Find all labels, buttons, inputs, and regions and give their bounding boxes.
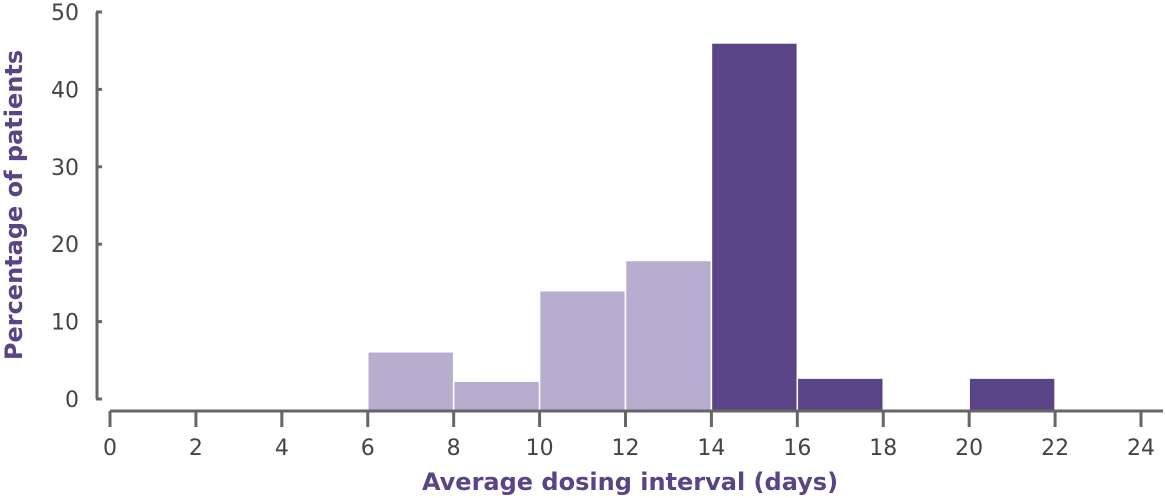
- histogram-bar: [367, 351, 455, 412]
- x-tick-label: 0: [103, 436, 117, 461]
- histogram-bar: [624, 259, 713, 412]
- x-tick-label: 12: [612, 436, 640, 461]
- x-tick-label: 20: [955, 436, 983, 461]
- histogram-bar: [538, 289, 627, 412]
- x-axis-title: Average dosing interval (days): [422, 468, 838, 496]
- y-tick-label: 30: [51, 156, 79, 181]
- histogram-bar: [452, 380, 541, 412]
- x-tick-label: 4: [275, 436, 289, 461]
- y-tick-label: 0: [65, 388, 79, 413]
- x-tick-label: 22: [1041, 436, 1069, 461]
- x-tick-label: 10: [526, 436, 554, 461]
- x-tick-label: 24: [1127, 436, 1155, 461]
- x-tick-label: 18: [869, 436, 897, 461]
- y-tick-label: 20: [51, 233, 79, 258]
- bars-group: [367, 42, 1056, 412]
- x-axis-ticks: 0 2 4 6 8 10 12 14 16 18 20 22 24: [103, 411, 1155, 461]
- x-tick-label: 8: [447, 436, 461, 461]
- x-tick-label: 6: [361, 436, 375, 461]
- y-tick-label: 50: [51, 1, 79, 26]
- y-axis-ticks: 0 10 20 30 40 50: [51, 1, 102, 413]
- x-tick-label: 14: [697, 436, 725, 461]
- y-axis-title: Percentage of patients: [0, 50, 28, 360]
- y-tick-label: 10: [51, 311, 79, 336]
- histogram-bar: [968, 377, 1056, 412]
- histogram-bar: [710, 42, 799, 412]
- x-tick-label: 16: [783, 436, 811, 461]
- x-tick-label: 2: [189, 436, 203, 461]
- histogram-bar: [796, 377, 884, 412]
- y-tick-label: 40: [51, 78, 79, 103]
